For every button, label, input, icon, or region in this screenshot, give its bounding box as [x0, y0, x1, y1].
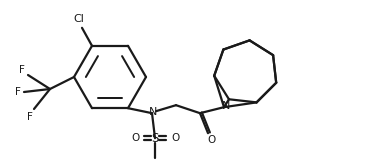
Text: F: F	[15, 87, 21, 97]
Text: S: S	[151, 132, 159, 145]
Text: F: F	[27, 112, 33, 122]
Text: O: O	[207, 135, 215, 145]
Text: N: N	[222, 101, 230, 111]
Text: O: O	[131, 133, 139, 143]
Text: Cl: Cl	[73, 14, 84, 24]
Text: F: F	[19, 65, 25, 75]
Text: N: N	[149, 107, 157, 117]
Text: O: O	[171, 133, 179, 143]
